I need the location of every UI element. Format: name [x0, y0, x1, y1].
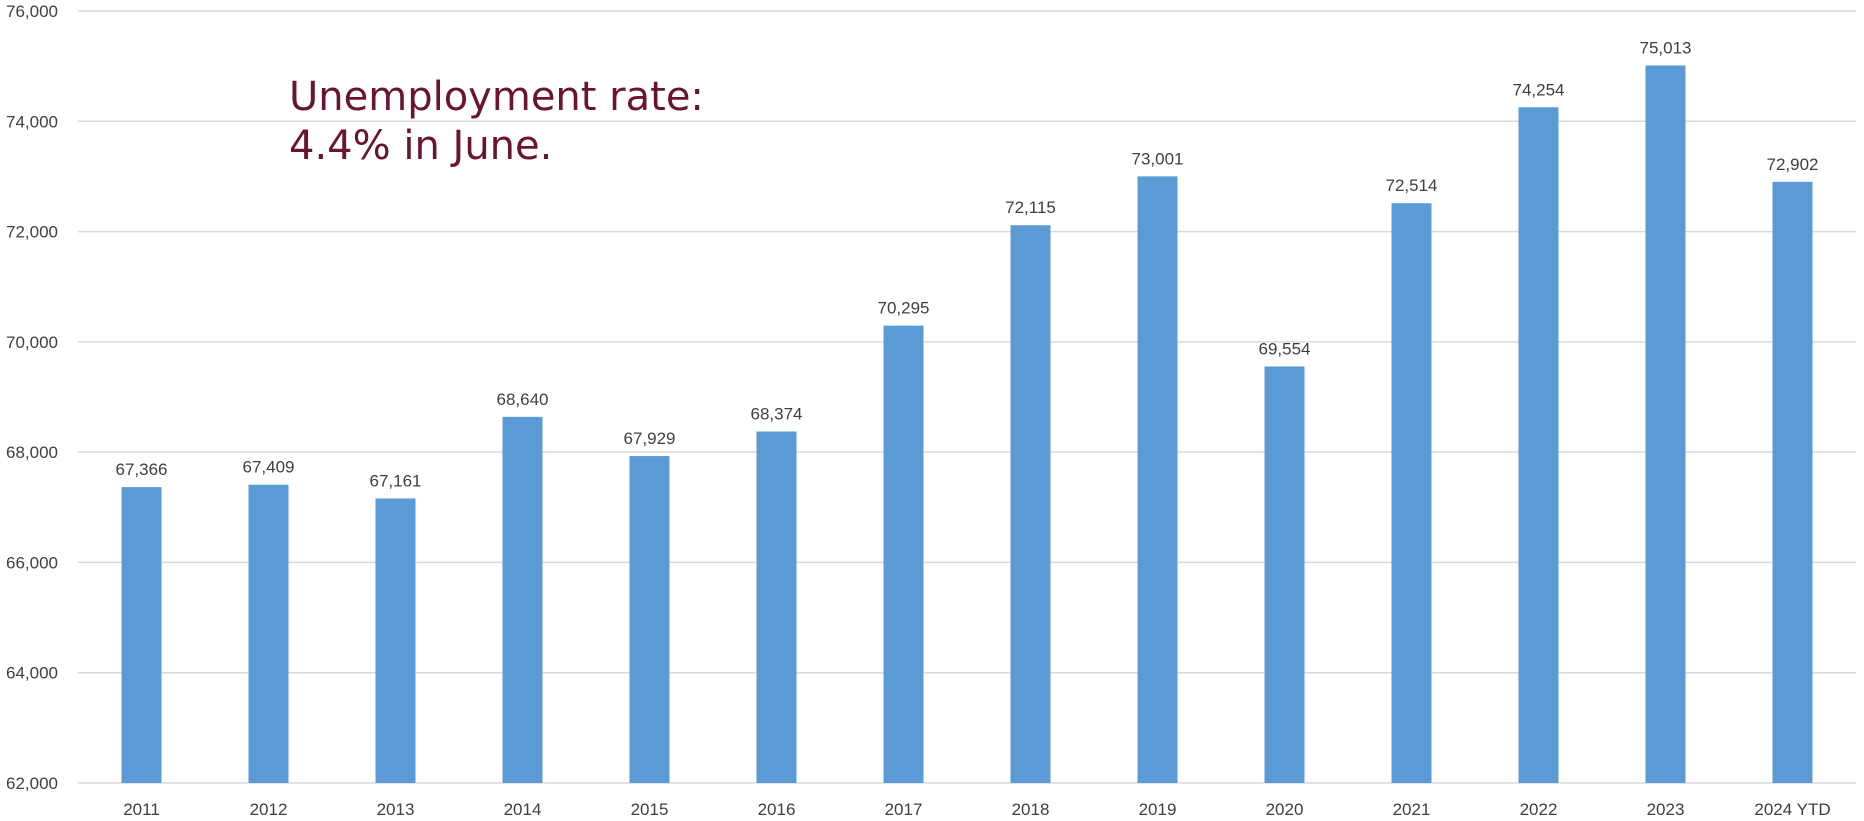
data-label: 72,514: [1386, 176, 1438, 195]
bar-2019: [1137, 176, 1178, 784]
x-tick-label: 2017: [885, 800, 923, 819]
x-tick-label: 2014: [504, 800, 542, 819]
gridlines: [78, 10, 1856, 784]
bar-2018: [1010, 225, 1051, 784]
bar-2013: [375, 498, 416, 783]
x-axis-tick-labels: 2011 2012 2013 2014 2015 2016 2017 2018 2019 2020…: [123, 800, 1830, 819]
x-tick-label: 2016: [758, 800, 796, 819]
data-label: 67,929: [624, 429, 676, 448]
x-tick-label: 2020: [1266, 800, 1304, 819]
data-labels: 67,366 67,409 67,161 68,640 67,929 68,374 70,2…: [116, 38, 1819, 490]
y-tick-label: 62,000: [6, 774, 58, 793]
bar-2020: [1264, 366, 1305, 783]
annotation-line-1: Unemployment rate:: [289, 74, 704, 120]
y-tick-label: 68,000: [6, 443, 58, 462]
data-label: 68,374: [751, 405, 803, 424]
x-tick-label: 2024 YTD: [1754, 800, 1830, 819]
data-label: 73,001: [1132, 149, 1184, 168]
x-tick-label: 2012: [250, 800, 288, 819]
data-label: 67,409: [243, 458, 295, 477]
data-label: 68,640: [497, 390, 549, 409]
bar-2023: [1645, 65, 1686, 783]
data-label: 74,254: [1513, 80, 1565, 99]
x-tick-label: 2018: [1012, 800, 1050, 819]
data-label: 70,295: [878, 299, 930, 318]
x-tick-label: 2019: [1139, 800, 1177, 819]
y-tick-label: 76,000: [6, 2, 58, 21]
bar-2016: [756, 431, 797, 783]
x-tick-label: 2011: [123, 800, 160, 819]
annotation-line-2: 4.4% in June.: [289, 123, 553, 169]
y-axis-tick-labels: 62,000 64,000 66,000 68,000 70,000 72,000 74,0…: [6, 2, 58, 793]
data-label: 72,115: [1005, 198, 1056, 217]
y-tick-label: 66,000: [6, 553, 58, 572]
data-label: 67,161: [370, 471, 422, 490]
unemployment-annotation: Unemployment rate: 4.4% in June.: [289, 73, 704, 171]
y-tick-label: 70,000: [6, 333, 58, 352]
x-tick-label: 2022: [1520, 800, 1558, 819]
y-tick-label: 64,000: [6, 664, 58, 683]
x-tick-label: 2015: [631, 800, 669, 819]
bar-2024-ytd: [1772, 181, 1813, 783]
bar-2021: [1391, 203, 1432, 783]
y-tick-label: 74,000: [6, 112, 58, 131]
data-label: 72,902: [1767, 155, 1819, 174]
bar-2022: [1518, 107, 1559, 784]
bar-2017: [883, 325, 924, 783]
x-tick-label: 2013: [377, 800, 415, 819]
data-label: 69,554: [1259, 339, 1311, 358]
bar-2011: [121, 487, 162, 783]
data-label: 75,013: [1640, 38, 1692, 57]
bar-2015: [629, 456, 670, 783]
bar-2014: [502, 416, 543, 783]
x-tick-label: 2021: [1393, 800, 1431, 819]
bars: [121, 65, 1813, 784]
x-tick-label: 2023: [1647, 800, 1685, 819]
data-label: 67,366: [116, 460, 168, 479]
y-tick-label: 72,000: [6, 223, 58, 242]
bar-2012: [248, 484, 289, 783]
